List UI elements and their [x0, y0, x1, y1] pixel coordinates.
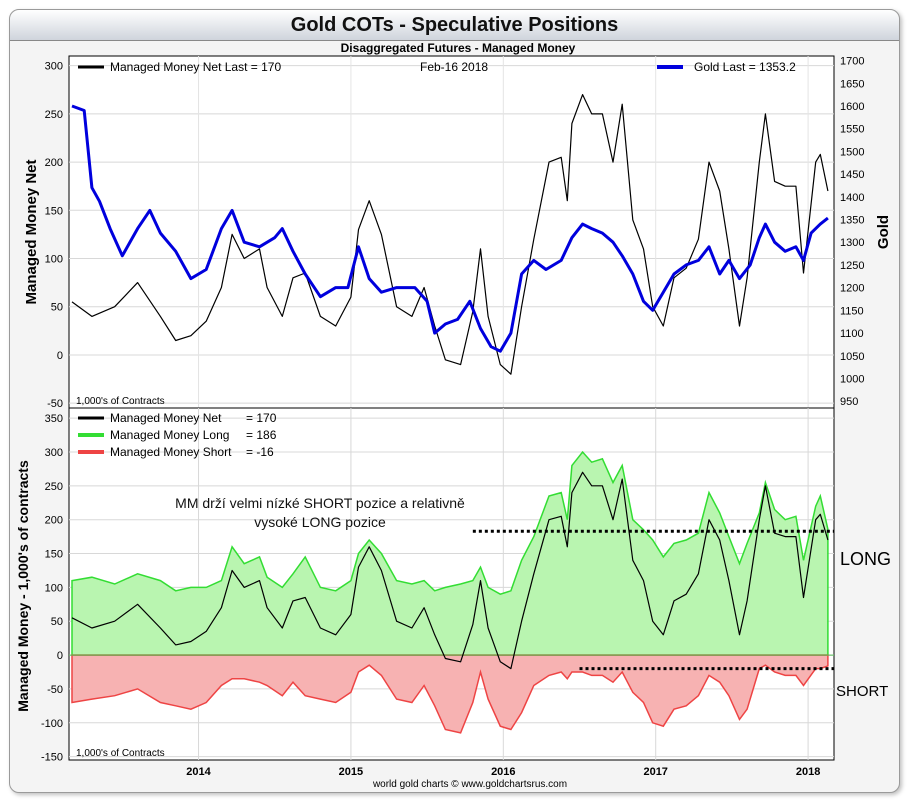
bottom-tick-label: 100	[45, 582, 63, 594]
top-right-tick-label: 1050	[840, 351, 864, 363]
managed-money-short-area	[71, 654, 829, 734]
top-left-tick-label: 200	[45, 157, 63, 169]
bottom-axis-label: Managed Money - 1,000's of contracts	[15, 460, 31, 712]
legend-net-label: Managed Money Net Last = 170	[110, 60, 281, 74]
bottom-tick-label: 50	[51, 616, 63, 628]
top-left-tick-label: 250	[45, 109, 63, 121]
footer-credit: world gold charts © www.goldchartsrus.co…	[372, 779, 567, 790]
bottom-ticks: 350 300 250 200 150 100 50 0 -50 -100 -150 2014 2015…	[41, 413, 820, 778]
x-tick-label: 2017	[643, 766, 667, 778]
legend-mm-long-label: Managed Money Long	[110, 428, 229, 442]
x-tick-label: 2018	[796, 766, 820, 778]
legend-mm-long-value: = 186	[246, 428, 277, 442]
bottom-tick-label: -50	[47, 684, 63, 696]
top-right-tick-label: 1000	[840, 373, 864, 385]
bottom-tick-label: -150	[41, 752, 63, 764]
top-right-tick-label: 1150	[840, 305, 864, 317]
bottom-tick-label: 150	[45, 549, 63, 561]
legend-mm-short-label: Managed Money Short	[110, 445, 232, 459]
legend-mm-short-value: = -16	[246, 445, 274, 459]
top-right-tick-label: 1350	[840, 215, 864, 227]
top-right-tick-label: 1250	[840, 260, 864, 272]
bottom-series	[69, 450, 834, 734]
top-left-ticks: 300 250 200 150 100 50 0 -50	[45, 61, 63, 411]
short-level-label: SHORT	[836, 683, 888, 700]
annotation-line-1: MM drží velmi nízké SHORT pozice a relat…	[175, 495, 465, 511]
x-tick-label: 2014	[186, 766, 211, 778]
bottom-reference-lines	[472, 529, 834, 671]
top-right-tick-label: 1500	[840, 146, 864, 158]
managed-money-long-area	[71, 450, 829, 656]
top-left-tick-label: -50	[47, 398, 63, 410]
bottom-tick-label: -100	[41, 718, 63, 730]
top-left-tick-label: 100	[45, 254, 63, 266]
top-right-tick-label: 1400	[840, 192, 864, 204]
x-tick-label: 2016	[491, 766, 515, 778]
top-right-ticks: 1700 1650 1600 1550 1500 1450 1400 1350 1300 1250…	[840, 56, 864, 409]
legend-mm-net-label: Managed Money Net	[110, 411, 222, 425]
top-left-axis-label: Managed Money Net	[23, 159, 40, 304]
top-panel: 300 250 200 150 100 50 0 -50 1700 1650 1600 1550 15…	[23, 55, 892, 411]
managed-money-net-line	[71, 93, 829, 375]
top-left-tick-label: 0	[57, 350, 63, 362]
top-right-tick-label: 950	[840, 396, 858, 408]
top-left-tick-label: 150	[45, 205, 63, 217]
x-tick-label: 2015	[339, 766, 363, 778]
chart-subtitle: Disaggregated Futures - Managed Money	[341, 41, 576, 55]
top-left-tick-label: 300	[45, 61, 63, 73]
bottom-tick-label: 350	[45, 413, 63, 425]
chart-title: Gold COTs - Speculative Positions	[10, 10, 899, 41]
bottom-panel: 350 300 250 200 150 100 50 0 -50 -100 -150 2014 2015…	[15, 407, 891, 778]
bottom-tick-label: 200	[45, 515, 63, 527]
long-level-label: LONG	[840, 549, 891, 569]
top-units-note: 1,000's of Contracts	[76, 396, 165, 407]
annotation-line-2: vysoké LONG pozice	[254, 514, 386, 530]
top-left-tick-label: 50	[51, 302, 63, 314]
gold-price-line	[71, 104, 829, 353]
bottom-tick-label: 250	[45, 481, 63, 493]
top-right-tick-label: 1700	[840, 56, 864, 68]
date-label: Feb-16 2018	[420, 60, 488, 74]
top-right-tick-label: 1200	[840, 283, 864, 295]
top-right-axis-label: Gold	[875, 215, 892, 249]
top-right-tick-label: 1450	[840, 169, 864, 181]
top-plot-area	[68, 55, 835, 409]
top-right-tick-label: 1300	[840, 237, 864, 249]
top-series	[71, 93, 829, 375]
bottom-tick-label: 0	[57, 650, 63, 662]
top-right-tick-label: 1600	[840, 101, 864, 113]
legend-gold-label: Gold Last = 1353.2	[694, 60, 796, 74]
bottom-units-note: 1,000's of Contracts	[76, 748, 165, 759]
bottom-tick-label: 300	[45, 447, 63, 459]
top-right-tick-label: 1100	[840, 328, 864, 340]
top-right-tick-label: 1550	[840, 124, 864, 136]
managed-money-net-line	[71, 471, 829, 670]
legend-mm-net-value: = 170	[246, 411, 277, 425]
top-right-tick-label: 1650	[840, 78, 864, 90]
